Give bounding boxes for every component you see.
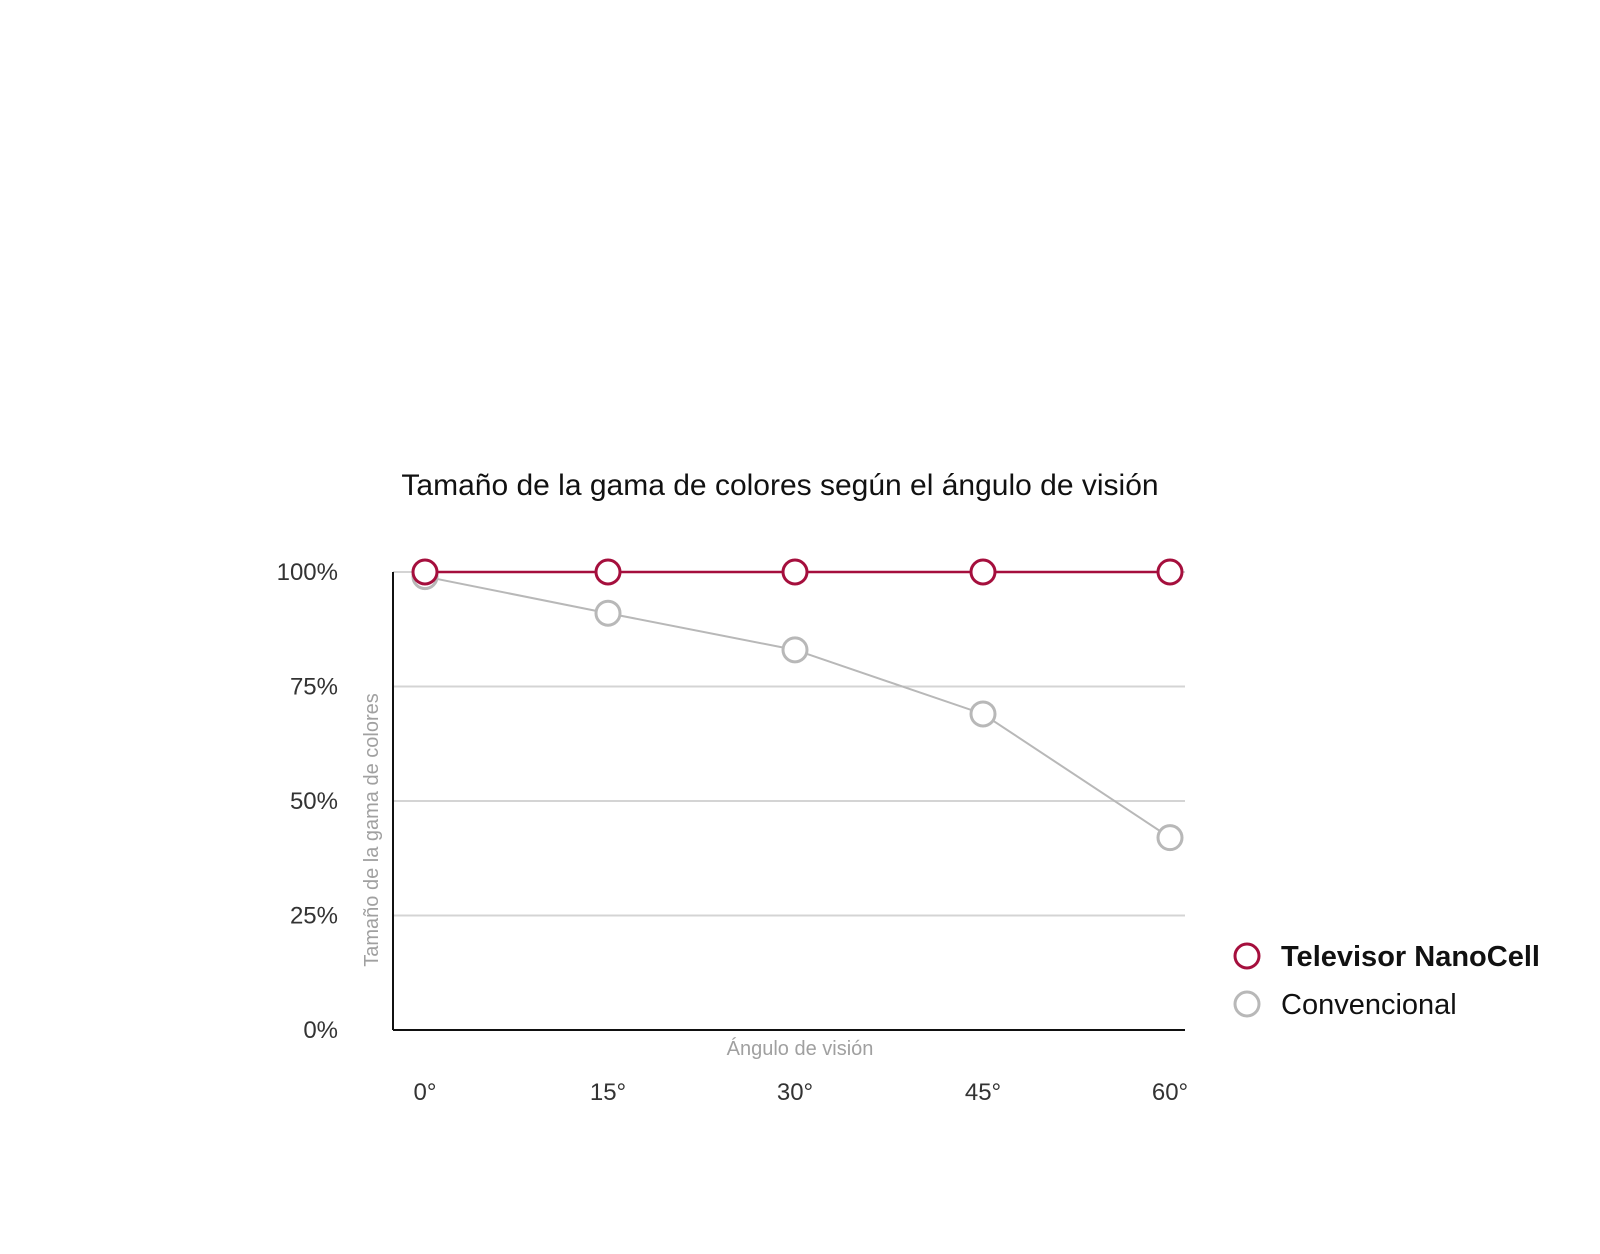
data-point-convencional xyxy=(596,601,620,625)
series-group xyxy=(413,560,1182,850)
x-axis-label: Ángulo de visión xyxy=(727,1037,874,1060)
legend-marker xyxy=(1235,944,1259,968)
data-point-nanocell xyxy=(413,560,437,584)
grid-lines xyxy=(393,572,1185,916)
data-point-convencional xyxy=(1158,826,1182,850)
y-tick-label: 75% xyxy=(290,674,338,701)
y-tick-label: 25% xyxy=(290,903,338,930)
y-tick-label: 50% xyxy=(290,788,338,815)
x-tick-label: 30° xyxy=(777,1079,813,1106)
x-tick-label: 60° xyxy=(1152,1079,1188,1106)
chart-title: Tamaño de la gama de colores según el án… xyxy=(401,469,1158,502)
legend-label: Convencional xyxy=(1281,989,1457,1021)
x-tick-label: 45° xyxy=(965,1079,1001,1106)
x-tick-labels: 0° 15° 30° 45° 60° xyxy=(414,1079,1189,1106)
y-tick-label: 0% xyxy=(303,1017,338,1044)
legend-label: Televisor NanoCell xyxy=(1281,941,1540,973)
data-point-convencional xyxy=(783,638,807,662)
legend-marker xyxy=(1235,992,1259,1016)
x-tick-label: 0° xyxy=(414,1079,437,1106)
series-line-convencional xyxy=(425,577,1170,838)
y-axis-label: Tamaño de la gama de colores xyxy=(361,693,383,967)
data-point-convencional xyxy=(971,702,995,726)
y-tick-label: 100% xyxy=(277,559,338,586)
legend: Televisor NanoCell Convencional xyxy=(1235,941,1540,1021)
y-tick-labels: 0% 25% 50% 75% 100% xyxy=(277,559,338,1044)
data-point-nanocell xyxy=(1158,560,1182,584)
x-tick-label: 15° xyxy=(590,1079,626,1106)
data-point-nanocell xyxy=(596,560,620,584)
data-point-nanocell xyxy=(971,560,995,584)
data-point-nanocell xyxy=(783,560,807,584)
